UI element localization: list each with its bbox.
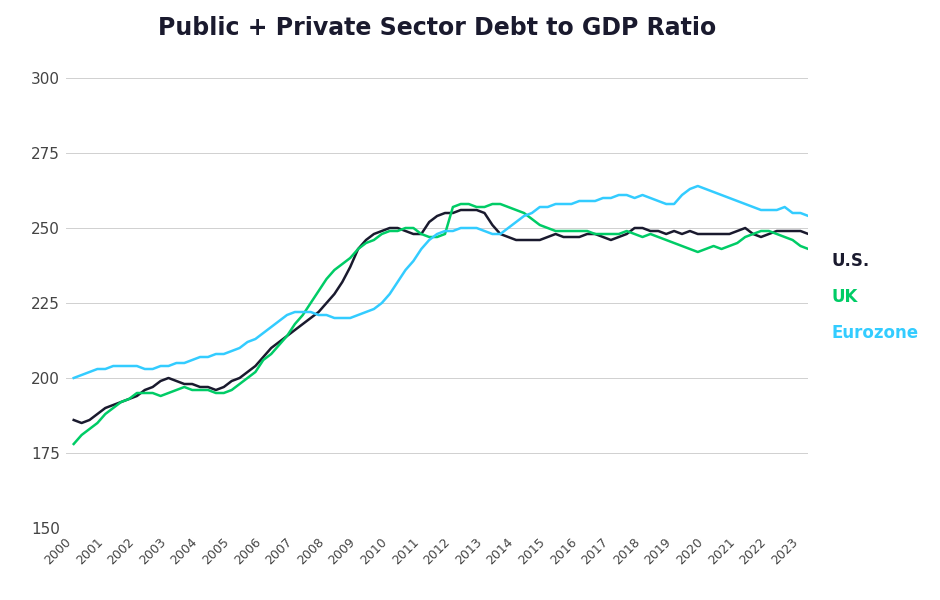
UK <box>494 200 506 208</box>
Eurozone <box>132 362 143 370</box>
Line: U.S.: U.S. <box>73 105 940 423</box>
Text: Eurozone: Eurozone <box>832 324 919 342</box>
UK <box>132 389 143 397</box>
UK <box>629 230 640 238</box>
U.S. <box>360 236 371 244</box>
Line: UK: UK <box>73 123 940 444</box>
Eurozone <box>352 311 364 319</box>
UK <box>352 245 364 253</box>
Eurozone <box>76 371 87 379</box>
U.S. <box>258 353 269 361</box>
U.S. <box>84 416 95 424</box>
U.S. <box>637 224 649 232</box>
Eurozone <box>68 374 79 382</box>
UK <box>68 440 79 448</box>
Title: Public + Private Sector Debt to GDP Ratio: Public + Private Sector Debt to GDP Rati… <box>158 16 716 40</box>
U.S. <box>76 419 87 427</box>
U.S. <box>503 233 514 241</box>
Line: Eurozone: Eurozone <box>73 153 940 378</box>
Text: U.S.: U.S. <box>832 252 870 270</box>
U.S. <box>139 386 150 394</box>
Eurozone <box>629 194 640 202</box>
Eurozone <box>494 230 506 238</box>
Eurozone <box>250 335 261 343</box>
U.S. <box>68 416 79 424</box>
UK <box>250 368 261 376</box>
Text: UK: UK <box>832 288 858 306</box>
UK <box>76 431 87 439</box>
